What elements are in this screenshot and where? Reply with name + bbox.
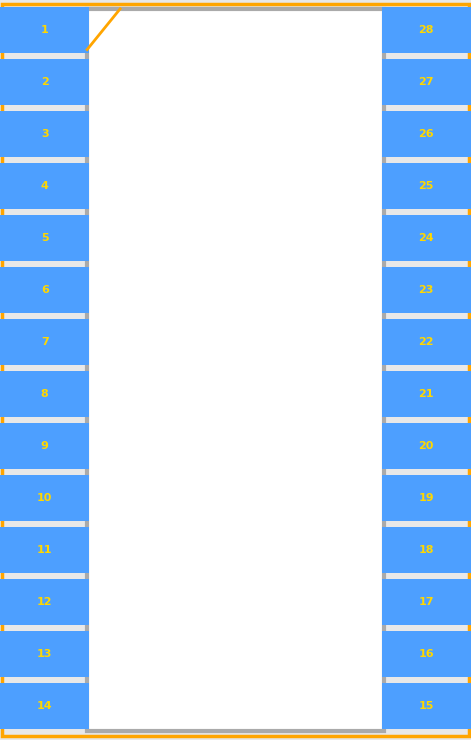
Text: 26: 26 [418, 129, 434, 139]
Text: 3: 3 [41, 129, 49, 139]
Bar [0, 319, 89, 365]
Text: 14: 14 [37, 701, 53, 711]
Text: 17: 17 [419, 597, 434, 607]
Text: 19: 19 [418, 493, 434, 503]
Bar [382, 475, 471, 521]
Bar [0, 7, 89, 53]
Bar [382, 111, 471, 157]
Bar [0, 631, 89, 677]
Bar [0, 527, 89, 574]
Bar [0, 163, 89, 209]
Text: 22: 22 [419, 337, 434, 347]
Bar [0, 423, 89, 469]
Text: 11: 11 [37, 545, 52, 555]
Text: 13: 13 [37, 649, 52, 659]
Bar [382, 215, 471, 261]
Text: 15: 15 [419, 701, 434, 711]
Bar [87, 9, 384, 731]
Bar [0, 371, 89, 417]
Text: 24: 24 [418, 233, 434, 243]
Bar [382, 631, 471, 677]
Bar [0, 475, 89, 521]
Text: 16: 16 [418, 649, 434, 659]
Text: 2: 2 [41, 77, 49, 87]
Text: 23: 23 [419, 285, 434, 295]
Bar [382, 58, 471, 105]
Text: 8: 8 [41, 389, 49, 399]
Bar [0, 111, 89, 157]
Text: 21: 21 [419, 389, 434, 399]
Bar [382, 7, 471, 53]
Bar [382, 163, 471, 209]
Bar [382, 579, 471, 625]
Text: 7: 7 [41, 337, 49, 347]
Text: 9: 9 [41, 441, 49, 451]
Text: 27: 27 [419, 77, 434, 87]
Text: 18: 18 [419, 545, 434, 555]
Text: 10: 10 [37, 493, 52, 503]
Bar [0, 579, 89, 625]
Bar [382, 683, 471, 729]
Text: 5: 5 [41, 233, 49, 243]
Text: 25: 25 [419, 181, 434, 191]
Bar [0, 683, 89, 729]
Text: 1: 1 [41, 24, 49, 35]
Text: 20: 20 [419, 441, 434, 451]
Text: 6: 6 [41, 285, 49, 295]
Bar [0, 267, 89, 313]
Text: 12: 12 [37, 597, 52, 607]
Bar [0, 215, 89, 261]
Text: 4: 4 [41, 181, 49, 191]
Bar [382, 527, 471, 574]
Bar [382, 319, 471, 365]
Bar [382, 423, 471, 469]
Bar [0, 58, 89, 105]
Text: 28: 28 [419, 24, 434, 35]
Bar [382, 267, 471, 313]
Bar [382, 371, 471, 417]
